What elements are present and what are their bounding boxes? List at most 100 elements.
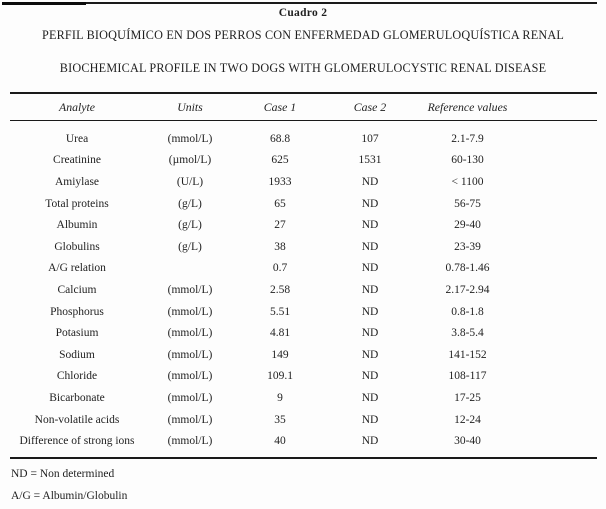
case2-cell: ND <box>361 305 379 318</box>
case1-cell: 5.51 <box>269 305 291 318</box>
top-rule-thick-segment <box>2 2 86 5</box>
table-row: Globulins (g/L) 38 ND 23-39 <box>10 236 597 258</box>
analyte-cell: Non-volatile acids <box>34 413 120 426</box>
case2-cell: ND <box>361 327 379 340</box>
table-row: Creatinine (µmol/L) 625 1531 60-130 <box>10 150 597 172</box>
case1-cell: 149 <box>271 348 289 361</box>
case2-cell: ND <box>361 435 379 448</box>
analyte-cell: Amiylase <box>54 175 100 188</box>
units-cell: (mmol/L) <box>167 327 213 340</box>
reference-cell: 30-40 <box>454 435 481 448</box>
analyte-cell: Bicarbonate <box>49 391 105 404</box>
case2-cell: 107 <box>361 132 379 145</box>
top-rule <box>2 2 597 5</box>
case1-cell: 35 <box>274 413 286 426</box>
case2-cell: ND <box>361 283 379 296</box>
units-cell: (mmol/L) <box>167 283 213 296</box>
analyte-cell: Urea <box>65 132 89 145</box>
analyte-cell: Difference of strong ions <box>19 435 135 448</box>
table-row: Potasium (mmol/L) 4.81 ND 3.8-5.4 <box>10 322 597 344</box>
analyte-cell: Sodium <box>59 348 95 361</box>
units-cell: (g/L) <box>178 240 202 253</box>
reference-cell: 0.78-1.46 <box>445 262 490 275</box>
title-spanish: PERFIL BIOQUÍMICO EN DOS PERROS CON ENFE… <box>41 28 565 42</box>
column-header-units: Units <box>144 93 236 121</box>
table-row: Phosphorus (mmol/L) 5.51 ND 0.8-1.8 <box>10 301 597 323</box>
case1-cell: 40 <box>274 435 286 448</box>
analyte-cell: A/G relation <box>48 262 106 275</box>
units-cell <box>144 258 236 280</box>
reference-cell: 2.1-7.9 <box>451 132 484 145</box>
table-row: Bicarbonate (mmol/L) 9 ND 17-25 <box>10 387 597 409</box>
analyte-cell: Total proteins <box>45 197 109 210</box>
case1-cell: 9 <box>277 391 283 404</box>
case1-cell: 625 <box>271 154 289 167</box>
biochemical-profile-table: Analyte Units Case 1 Case 2 Reference va… <box>10 92 597 459</box>
table-row: Chloride (mmol/L) 109.1 ND 108-117 <box>10 366 597 388</box>
units-cell: (mmol/L) <box>167 370 213 383</box>
case2-cell: ND <box>361 262 379 275</box>
reference-cell: 17-25 <box>454 391 481 404</box>
table-row: Amiylase (U/L) 1933 ND < 1100 <box>10 171 597 193</box>
case2-cell: ND <box>361 175 379 188</box>
case2-cell: ND <box>361 348 379 361</box>
column-header-case1: Case 1 <box>236 93 324 121</box>
case2-cell: 1531 <box>358 154 382 167</box>
units-cell: (mmol/L) <box>167 348 213 361</box>
table-row: Sodium (mmol/L) 149 ND 141-152 <box>10 344 597 366</box>
units-cell: (µmol/L) <box>168 154 212 167</box>
table-row: A/G relation 0.7 ND 0.78-1.46 <box>10 258 597 280</box>
case1-cell: 1933 <box>268 175 292 188</box>
table-row: Difference of strong ions (mmol/L) 40 ND… <box>10 430 597 458</box>
case2-cell: ND <box>361 240 379 253</box>
table-row: Non-volatile acids (mmol/L) 35 ND 12-24 <box>10 409 597 431</box>
analyte-cell: Potasium <box>55 327 99 340</box>
column-header-case2: Case 2 <box>324 93 416 121</box>
case2-cell: ND <box>361 391 379 404</box>
reference-cell: 141-152 <box>448 348 487 361</box>
reference-cell: 23-39 <box>454 240 481 253</box>
reference-cell: 2.17-2.94 <box>445 283 490 296</box>
reference-cell: 3.8-5.4 <box>451 327 484 340</box>
analyte-cell: Albumin <box>56 219 98 232</box>
footnotes: ND = Non determined A/G = Albumin/Globul… <box>11 467 606 503</box>
case1-cell: 0.7 <box>272 262 288 275</box>
units-cell: (mmol/L) <box>167 391 213 404</box>
analyte-cell: Chloride <box>56 370 98 383</box>
analyte-cell: Globulins <box>54 240 100 253</box>
reference-cell: < 1100 <box>451 175 484 188</box>
case2-cell: ND <box>361 413 379 426</box>
units-cell: (mmol/L) <box>167 435 213 448</box>
case2-cell: ND <box>361 219 379 232</box>
case1-cell: 109.1 <box>267 370 293 383</box>
table-caption: Cuadro 2 <box>278 7 328 19</box>
column-header-reference-values: Reference values <box>416 93 597 121</box>
units-cell: (g/L) <box>178 219 202 232</box>
reference-cell: 56-75 <box>454 197 481 210</box>
header-row: Analyte Units Case 1 Case 2 Reference va… <box>10 93 597 121</box>
units-cell: (mmol/L) <box>167 413 213 426</box>
case1-cell: 2.58 <box>269 283 291 296</box>
reference-cell: 60-130 <box>451 154 484 167</box>
units-cell: (g/L) <box>178 197 202 210</box>
column-header-analyte: Analyte <box>10 93 144 121</box>
reference-cell: 29-40 <box>454 219 481 232</box>
units-cell: (mmol/L) <box>167 305 213 318</box>
case1-cell: 27 <box>274 219 286 232</box>
analyte-cell: Calcium <box>57 283 97 296</box>
title-english: BIOCHEMICAL PROFILE IN TWO DOGS WITH GLO… <box>59 61 547 75</box>
case1-cell: 68.8 <box>269 132 291 145</box>
reference-cell: 0.8-1.8 <box>451 305 484 318</box>
table-row: Total proteins (g/L) 65 ND 56-75 <box>10 193 597 215</box>
footnote-nd: ND = Non determined <box>11 467 115 480</box>
analyte-cell: Creatinine <box>53 154 101 167</box>
reference-cell: 12-24 <box>454 413 481 426</box>
reference-cell: 108-117 <box>448 370 487 383</box>
case2-cell: ND <box>361 370 379 383</box>
footnote-ag: A/G = Albumin/Globulin <box>11 489 128 502</box>
table-row: Albumin (g/L) 27 ND 29-40 <box>10 214 597 236</box>
units-cell: (mmol/L) <box>167 132 213 145</box>
case2-cell: ND <box>361 197 379 210</box>
table-row: Urea (mmol/L) 68.8 107 2.1-7.9 <box>10 121 597 150</box>
